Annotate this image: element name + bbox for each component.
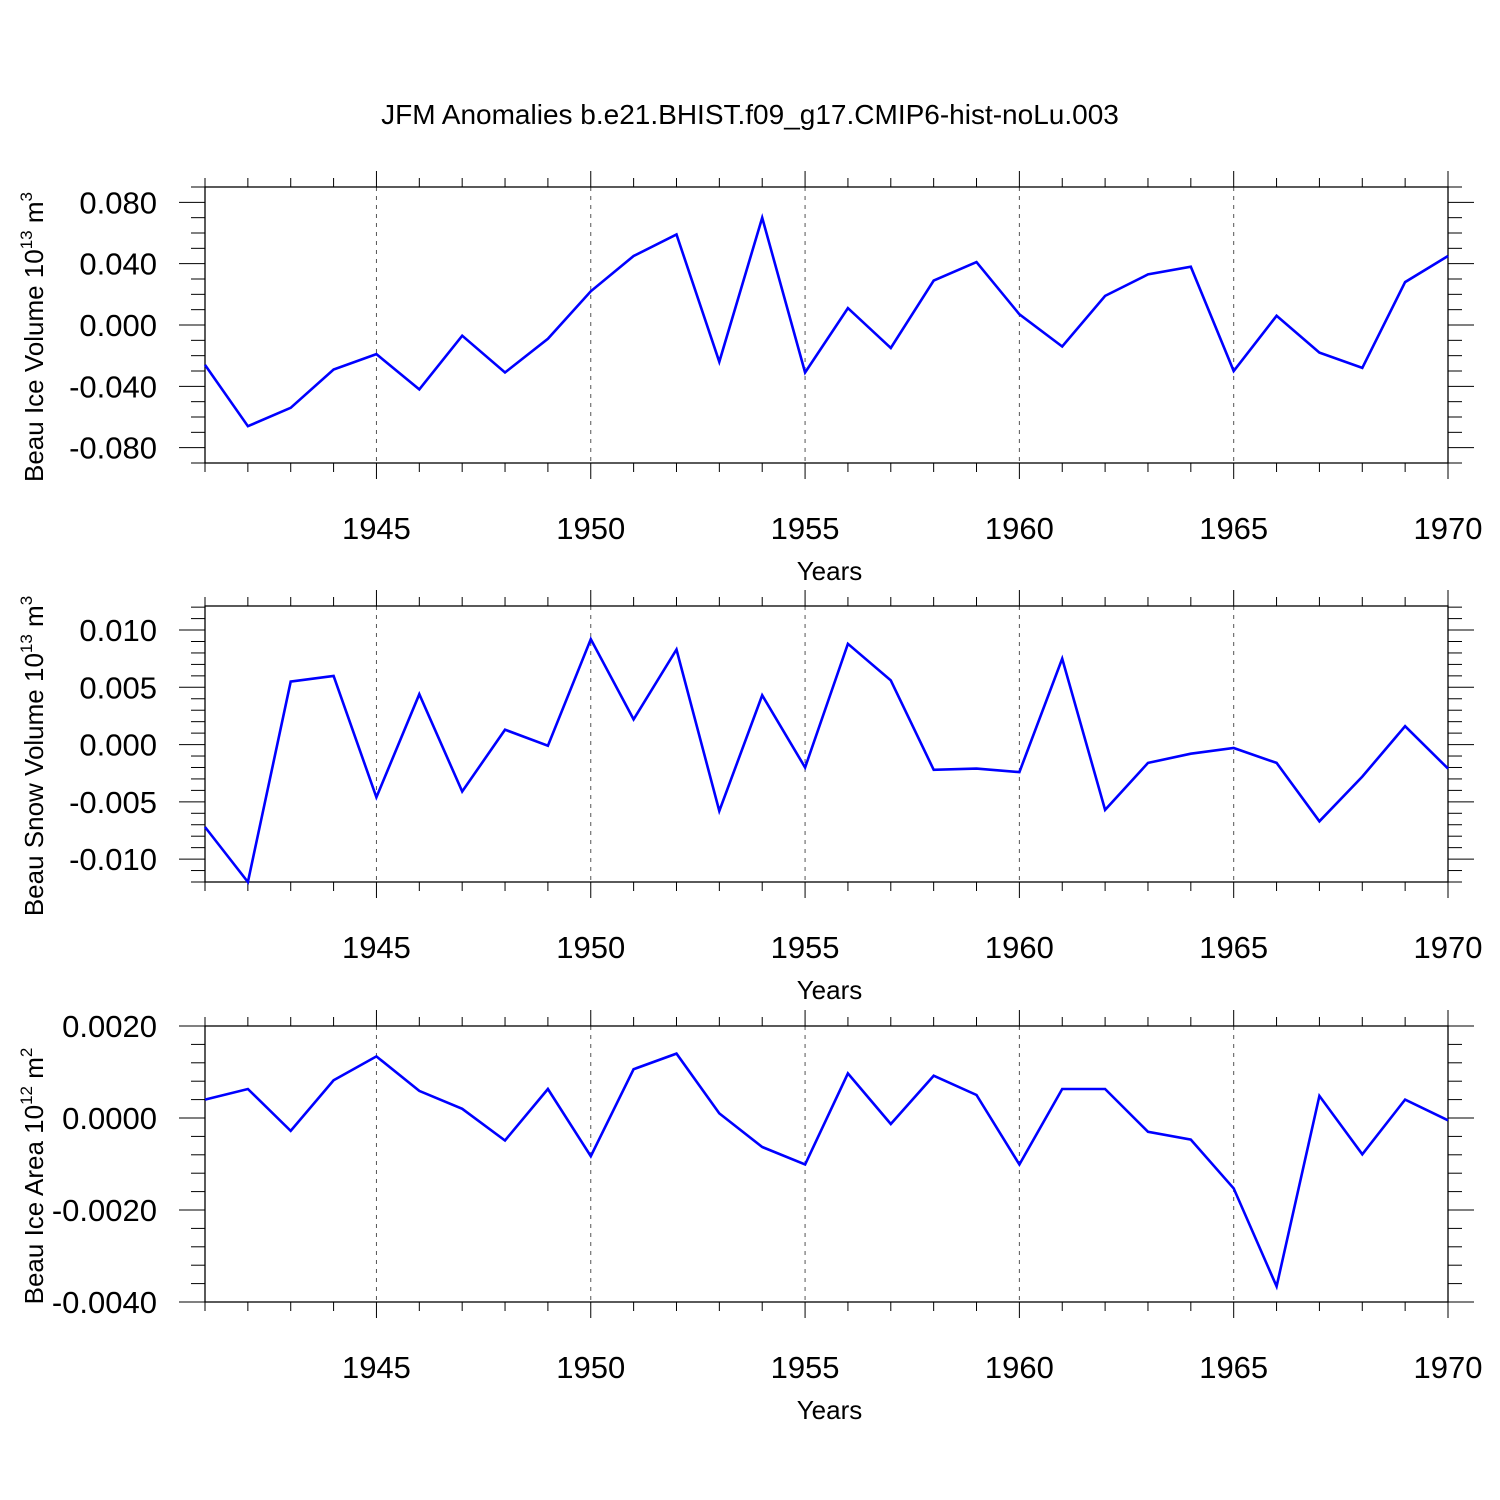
y-tick-label: -0.010: [69, 842, 157, 877]
y-axis-label-text: Beau Snow Volume 10: [19, 653, 49, 916]
y-axis-label-unit: m: [19, 1057, 49, 1086]
x-tick-label: 1960: [985, 930, 1054, 965]
x-axis-label: Years: [797, 556, 863, 586]
y-ticks: [179, 606, 1474, 883]
panel-3: 1945 1950 1955 1960 1965 1970 -0.0040 -0.0020 0.…: [17, 1009, 1482, 1425]
y-tick-label: -0.040: [69, 369, 157, 404]
y-axis-label-exponent: 13: [17, 230, 36, 249]
y-axis-label-unit: m: [19, 201, 49, 230]
y-axis-label: Beau Ice Area 1012 m2: [17, 1048, 49, 1305]
y-ticks: [179, 1025, 1474, 1303]
y-ticks: [179, 186, 1474, 464]
y-axis-label-unit-exponent: 3: [17, 192, 36, 201]
y-tick-label: 0.000: [79, 728, 157, 763]
x-tick-labels: 1945 1950 1955 1960 1965 1970: [342, 511, 1483, 546]
y-axis-label-unit: m: [19, 605, 49, 634]
plot-frame: [204, 186, 1449, 464]
data-line: [203, 212, 1449, 428]
x-tick-label: 1950: [556, 1350, 625, 1385]
data-line: [204, 1052, 1449, 1291]
panel-1: 1945 1950 1955 1960 1965 1970 -0.080 -0.040 0.00…: [17, 171, 1482, 586]
y-axis-label-text: Beau Ice Volume 10: [19, 249, 49, 482]
y-axis-label-unit-exponent: 3: [17, 596, 36, 605]
chart-title: JFM Anomalies b.e21.BHIST.f09_g17.CMIP6-…: [381, 99, 1119, 130]
x-tick-label: 1970: [1414, 1350, 1483, 1385]
x-ticks: [204, 171, 1449, 479]
x-axis-label: Years: [797, 975, 863, 1005]
y-axis-label-exponent: 13: [17, 634, 36, 653]
x-tick-label: 1950: [556, 511, 625, 546]
data-line: [203, 636, 1449, 885]
y-tick-label: -0.0040: [52, 1285, 157, 1320]
panels: 1945 1950 1955 1960 1965 1970 -0.080 -0.040 0.00…: [17, 171, 1482, 1425]
y-axis-label-text: Beau Ice Area 10: [19, 1105, 49, 1304]
y-tick-labels: -0.0040 -0.0020 0.0000 0.0020: [52, 1009, 157, 1320]
x-tick-label: 1965: [1199, 1350, 1268, 1385]
y-tick-label: 0.0000: [62, 1101, 157, 1136]
y-tick-label: 0.0020: [62, 1009, 157, 1044]
x-tick-label: 1950: [556, 930, 625, 965]
y-tick-label: 0.010: [79, 613, 157, 648]
panel-2: 1945 1950 1955 1960 1965 1970 -0.010 -0.005 0.00…: [17, 590, 1482, 1005]
x-axis-label: Years: [797, 1395, 863, 1425]
x-tick-label: 1945: [342, 511, 411, 546]
x-tick-label: 1945: [342, 1350, 411, 1385]
y-tick-label: -0.080: [69, 431, 157, 466]
plot-frame: [204, 1025, 1449, 1303]
y-tick-label: -0.005: [69, 785, 157, 820]
x-tick-label: 1945: [342, 930, 411, 965]
y-tick-label: 0.040: [79, 247, 157, 282]
x-tick-labels: 1945 1950 1955 1960 1965 1970: [342, 930, 1483, 965]
y-axis-label: Beau Snow Volume 1013 m3: [17, 596, 49, 916]
y-tick-labels: -0.010 -0.005 0.000 0.005 0.010: [69, 613, 157, 877]
y-tick-labels: -0.080 -0.040 0.000 0.040 0.080: [69, 185, 157, 465]
x-tick-labels: 1945 1950 1955 1960 1965 1970: [342, 1350, 1483, 1385]
y-axis-label-unit-exponent: 2: [17, 1048, 36, 1057]
grid-lines: [375, 606, 1235, 882]
grid-lines: [375, 187, 1235, 463]
x-ticks: [204, 1010, 1449, 1318]
x-tick-label: 1960: [985, 511, 1054, 546]
x-ticks: [204, 590, 1449, 898]
y-tick-label: 0.000: [79, 308, 157, 343]
x-tick-label: 1955: [771, 511, 840, 546]
y-tick-label: 0.080: [79, 185, 157, 220]
y-tick-label: 0.005: [79, 670, 157, 705]
x-tick-label: 1970: [1414, 511, 1483, 546]
x-tick-label: 1955: [771, 930, 840, 965]
x-tick-label: 1960: [985, 1350, 1054, 1385]
y-tick-label: -0.0020: [52, 1193, 157, 1228]
x-tick-label: 1965: [1199, 511, 1268, 546]
x-tick-label: 1970: [1414, 930, 1483, 965]
plot-frame: [204, 605, 1449, 883]
y-axis-label: Beau Ice Volume 1013 m3: [17, 192, 49, 482]
x-tick-label: 1955: [771, 1350, 840, 1385]
y-axis-label-exponent: 12: [17, 1086, 36, 1105]
x-tick-label: 1965: [1199, 930, 1268, 965]
